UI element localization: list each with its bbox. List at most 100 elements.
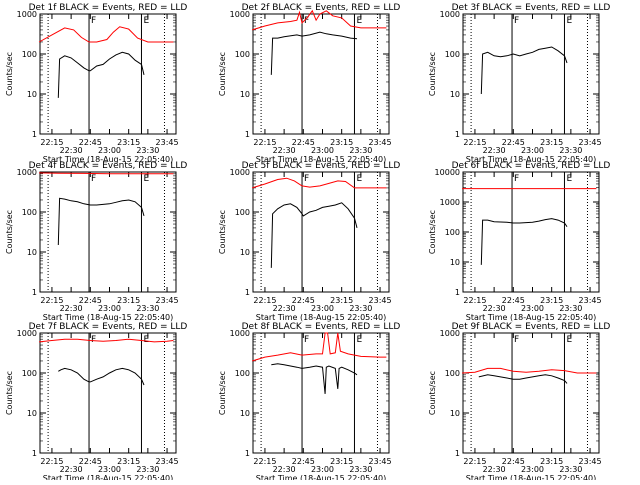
x-tick-label: 22:15 — [40, 296, 63, 305]
time-marker-label: E — [356, 174, 362, 184]
x-axis-label: Start Time (18-Aug-15 22:05:40) — [43, 474, 174, 480]
y-tick-label: 10 — [27, 409, 37, 418]
x-tick-label: 22:30 — [60, 304, 83, 313]
lld-series-line — [38, 26, 174, 43]
x-tick-label: 22:15 — [40, 138, 63, 147]
y-axis-label: Counts/sec — [5, 371, 14, 415]
y-tick-label: 100 — [22, 369, 37, 378]
plot-frame — [462, 332, 600, 454]
x-tick-label: 22:15 — [463, 138, 486, 147]
panel-8: Det 8f BLACK = Events, RED = LLD 1 10 100 10… — [218, 322, 401, 483]
time-marker-label: E — [356, 335, 362, 345]
x-tick-label: 22:15 — [253, 138, 276, 147]
x-tick-label: 23:15 — [330, 457, 353, 466]
x-tick-label: 22:15 — [463, 457, 486, 466]
time-marker-label: F — [304, 335, 309, 345]
events-series-line — [480, 46, 568, 95]
x-tick-label: 22:15 — [253, 296, 276, 305]
y-axis-label: Counts/sec — [218, 210, 227, 254]
y-tick-label: 1 — [455, 449, 460, 458]
x-tick-label: 22:45 — [79, 138, 102, 147]
x-axis-label: Start Time (18-Aug-15 22:05:40) — [466, 474, 597, 480]
time-marker-label: F — [514, 174, 519, 184]
x-tick-label: 23:30 — [559, 146, 582, 155]
x-tick-label: 23:45 — [156, 138, 179, 147]
x-tick-label: 22:45 — [292, 457, 315, 466]
y-tick-label: 1 — [455, 130, 460, 139]
x-tick-label: 23:30 — [349, 304, 372, 313]
x-tick-label: 23:15 — [540, 296, 563, 305]
panel-5: Det 5f BLACK = Events, RED = LLD 1 10 100 10… — [218, 161, 400, 322]
x-tick-label: 22:30 — [273, 146, 296, 155]
y-tick-label: 100 — [22, 50, 37, 59]
x-tick-label: 23:30 — [349, 465, 372, 474]
x-tick-label: 23:30 — [559, 304, 582, 313]
time-marker-label: E — [356, 16, 362, 26]
y-tick-label: 1000 — [230, 329, 250, 338]
panel-1: Det 1f BLACK = Events, RED = LLD 1 10 100 10… — [5, 3, 187, 164]
y-tick-label: 1000 — [440, 198, 460, 207]
y-tick-label: 1 — [32, 449, 37, 458]
y-tick-label: 1000 — [440, 329, 460, 338]
x-tick-label: 22:45 — [79, 457, 102, 466]
x-tick-label: 22:30 — [483, 465, 506, 474]
x-tick-label: 23:15 — [330, 296, 353, 305]
panel-title: Det 9f BLACK = Events, RED = LLD — [452, 322, 611, 332]
x-tick-label: 23:15 — [117, 296, 140, 305]
plot-frame — [252, 171, 390, 293]
x-tick-label: 23:15 — [540, 457, 563, 466]
y-tick-label: 10 — [27, 90, 37, 99]
x-tick-label: 23:00 — [521, 465, 544, 474]
x-tick-label: 23:45 — [369, 138, 392, 147]
x-tick-label: 22:30 — [273, 304, 296, 313]
y-tick-label: 100 — [445, 369, 460, 378]
time-marker-label: E — [566, 335, 572, 345]
x-tick-label: 23:45 — [369, 296, 392, 305]
panel-title: Det 2f BLACK = Events, RED = LLD — [242, 3, 401, 13]
y-axis-label: Counts/sec — [5, 52, 14, 96]
panel-title: Det 8f BLACK = Events, RED = LLD — [242, 322, 401, 332]
y-tick-label: 1 — [245, 288, 250, 297]
x-tick-label: 23:30 — [559, 465, 582, 474]
x-tick-label: 23:00 — [98, 465, 121, 474]
x-tick-label: 22:30 — [483, 304, 506, 313]
y-tick-label: 1 — [32, 130, 37, 139]
x-tick-label: 23:00 — [521, 146, 544, 155]
y-tick-label: 10 — [240, 409, 250, 418]
events-series-line — [57, 51, 145, 98]
panel-title: Det 3f BLACK = Events, RED = LLD — [452, 3, 611, 13]
panel-title: Det 1f BLACK = Events, RED = LLD — [29, 3, 188, 13]
time-marker-label: F — [91, 174, 96, 184]
x-axis-label: Start Time (18-Aug-15 22:05:40) — [256, 474, 387, 480]
time-marker-label: F — [514, 335, 519, 345]
x-tick-label: 22:15 — [40, 457, 63, 466]
panel-9: Det 9f BLACK = Events, RED = LLD 1 10 100 10… — [428, 322, 611, 483]
plot-frame — [39, 13, 177, 135]
x-tick-label: 23:00 — [311, 304, 334, 313]
x-tick-label: 23:45 — [156, 296, 179, 305]
x-axis-label: Start Time (18-Aug-15 22:05:40) — [43, 313, 174, 322]
x-tick-label: 22:15 — [253, 457, 276, 466]
y-tick-label: 10 — [27, 248, 37, 257]
lld-series-line — [251, 9, 387, 31]
x-tick-label: 22:15 — [463, 296, 486, 305]
time-marker-label: E — [143, 335, 149, 345]
time-marker-label: F — [304, 16, 309, 26]
y-tick-label: 1000 — [440, 10, 460, 19]
events-series-line — [271, 363, 358, 394]
x-tick-label: 23:15 — [117, 138, 140, 147]
y-tick-label: 1 — [455, 288, 460, 297]
events-series-line — [270, 31, 358, 75]
panel-title: Det 7f BLACK = Events, RED = LLD — [29, 322, 188, 332]
panel-title: Det 5f BLACK = Events, RED = LLD — [242, 161, 401, 171]
plot-frame — [39, 332, 177, 454]
y-axis-label: Counts/sec — [218, 52, 227, 96]
events-series-line — [478, 374, 568, 384]
x-tick-label: 23:30 — [136, 146, 159, 155]
plot-frame — [39, 171, 177, 293]
x-tick-label: 23:00 — [98, 146, 121, 155]
x-axis-label: Start Time (18-Aug-15 22:05:40) — [466, 313, 597, 322]
y-tick-label: 100 — [445, 228, 460, 237]
